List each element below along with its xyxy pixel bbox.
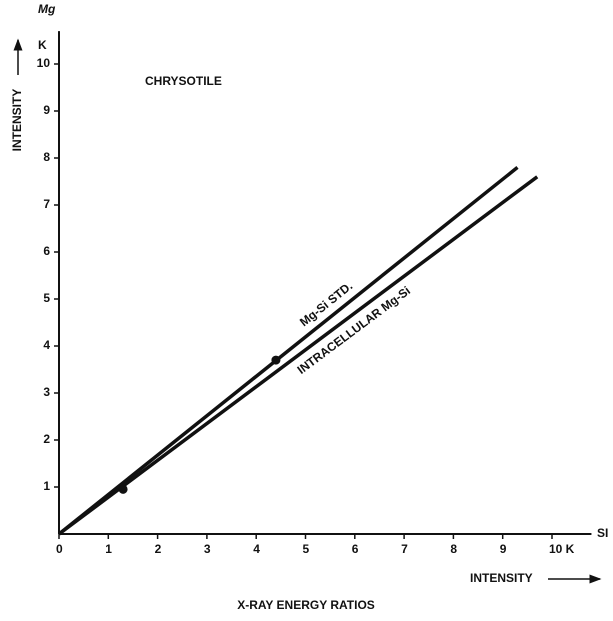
x-tick-label: 8 (450, 542, 457, 556)
x-tick-label: 3 (204, 542, 211, 556)
y-element: Mg (38, 2, 56, 16)
x-axis-label: INTENSITY (470, 571, 533, 585)
x-tick-label: 1 (105, 542, 112, 556)
y-tick-label: 6 (43, 244, 50, 258)
series-line (57, 175, 539, 536)
y-tick-label: 7 (43, 197, 50, 211)
y-tick-label: 5 (43, 291, 50, 305)
x-tick-label: 10 K (549, 542, 575, 556)
x-element: SI (597, 526, 608, 540)
y-tick-label: 10 (37, 56, 51, 70)
y-unit: K (38, 38, 47, 52)
annotation: CHRYSOTILE (145, 74, 222, 88)
data-point (271, 355, 281, 365)
y-tick-label: 3 (43, 385, 50, 399)
y-tick-label: 4 (43, 338, 50, 352)
series-line (57, 166, 519, 536)
y-tick-label: 9 (43, 103, 50, 117)
y-tick-label: 2 (43, 432, 50, 446)
chart-title: X-RAY ENERGY RATIOS (237, 598, 375, 612)
y-axis-label: INTENSITY (10, 89, 24, 152)
y-tick-label: 1 (43, 479, 50, 493)
x-tick-label: 9 (500, 542, 507, 556)
x-tick-label: 4 (253, 542, 260, 556)
y-tick-label: 8 (43, 150, 50, 164)
x-tick-label: 2 (155, 542, 162, 556)
x-tick-label: 7 (401, 542, 408, 556)
data-point (118, 484, 128, 494)
x-tick-label: 6 (352, 542, 359, 556)
x-tick-label: 0 (56, 542, 63, 556)
x-tick-label: 5 (303, 542, 310, 556)
